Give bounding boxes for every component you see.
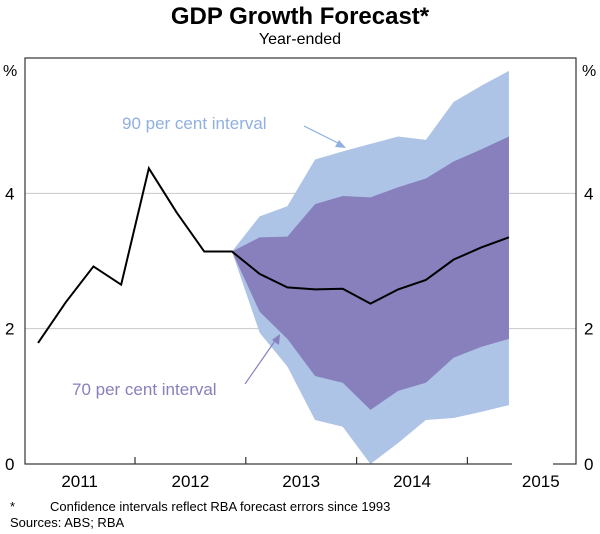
y-tick-label-right: 0 bbox=[584, 455, 593, 474]
sources: Sources: ABS; RBA bbox=[10, 515, 124, 530]
y-tick-label-left: 4 bbox=[5, 184, 14, 203]
plot-frame bbox=[24, 57, 577, 465]
y-axis-unit-right: % bbox=[582, 63, 596, 80]
chart-subtitle: Year-ended bbox=[259, 31, 341, 48]
y-axis-unit-left: % bbox=[3, 63, 17, 80]
annotation-90-arrowhead bbox=[335, 140, 346, 148]
series-lines bbox=[37, 165, 510, 344]
y-tick-label-right: 2 bbox=[584, 320, 593, 339]
x-tick-label: 2011 bbox=[61, 472, 98, 491]
y-tick-label-left: 0 bbox=[5, 455, 14, 474]
annotation-90-arrow bbox=[303, 125, 343, 146]
gdp-growth-line bbox=[37, 165, 510, 344]
chart-title: GDP Growth Forecast* bbox=[171, 3, 430, 30]
x-tick-label: 2014 bbox=[393, 472, 431, 491]
annotation-70-arrow bbox=[244, 337, 278, 385]
footnote-marker: * bbox=[10, 499, 15, 514]
axes bbox=[24, 57, 577, 465]
70-per-cent-interval-band bbox=[231, 136, 509, 410]
x-tick-labels: 2011 2012 2013 2014 2015 bbox=[61, 472, 559, 491]
annotation-70-arrowhead bbox=[272, 334, 280, 345]
y-tick-label-right: 4 bbox=[584, 184, 593, 203]
x-tick-label: 2015 bbox=[522, 472, 560, 491]
x-tick-label: 2013 bbox=[282, 472, 320, 491]
x-tick-label: 2012 bbox=[171, 472, 209, 491]
interval-bands bbox=[231, 70, 509, 465]
annotation-90-per-cent: 90 per cent interval bbox=[122, 114, 267, 133]
annotation-70-per-cent: 70 per cent interval bbox=[72, 380, 217, 399]
y-tick-label-left: 2 bbox=[5, 320, 14, 339]
y-tick-labels: 0 0 2 2 4 4 bbox=[5, 184, 593, 474]
footnote: Confidence intervals reflect RBA forecas… bbox=[50, 499, 390, 514]
